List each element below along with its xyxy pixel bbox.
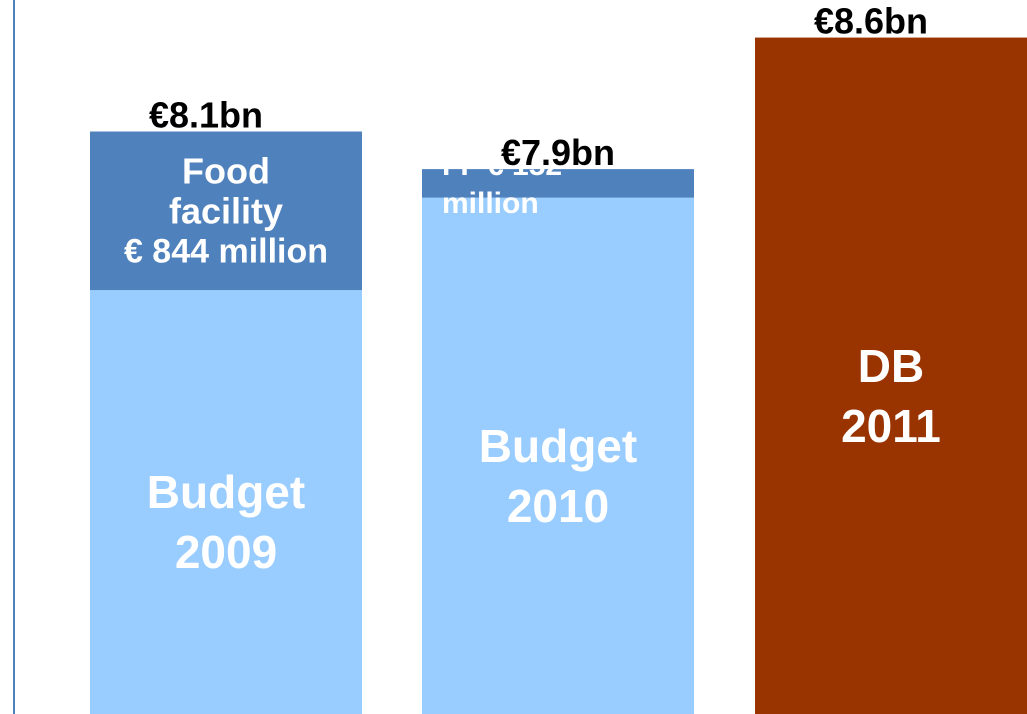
segment-label: FF € 152 <box>442 149 562 182</box>
bar-segment <box>90 131 362 291</box>
segment-label: Budget <box>479 420 637 472</box>
bar-segment <box>422 169 694 198</box>
segment-label: 2009 <box>175 526 277 578</box>
bar-segment <box>755 37 1027 714</box>
segment-label: 2011 <box>841 400 941 452</box>
total-label: €8.1bn <box>149 95 263 136</box>
bar-segment <box>90 290 362 714</box>
segment-label: Food <box>182 150 270 191</box>
segment-label: DB <box>858 340 924 392</box>
total-label: €8.6bn <box>814 1 928 42</box>
bar-segment <box>422 197 694 714</box>
segment-label: 2010 <box>507 480 609 532</box>
total-label: €7.9bn <box>501 132 615 173</box>
segment-label: facility <box>169 190 283 231</box>
segment-label: € 844 million <box>124 233 328 271</box>
segment-label: Budget <box>147 466 305 518</box>
segment-label: million <box>442 187 539 220</box>
